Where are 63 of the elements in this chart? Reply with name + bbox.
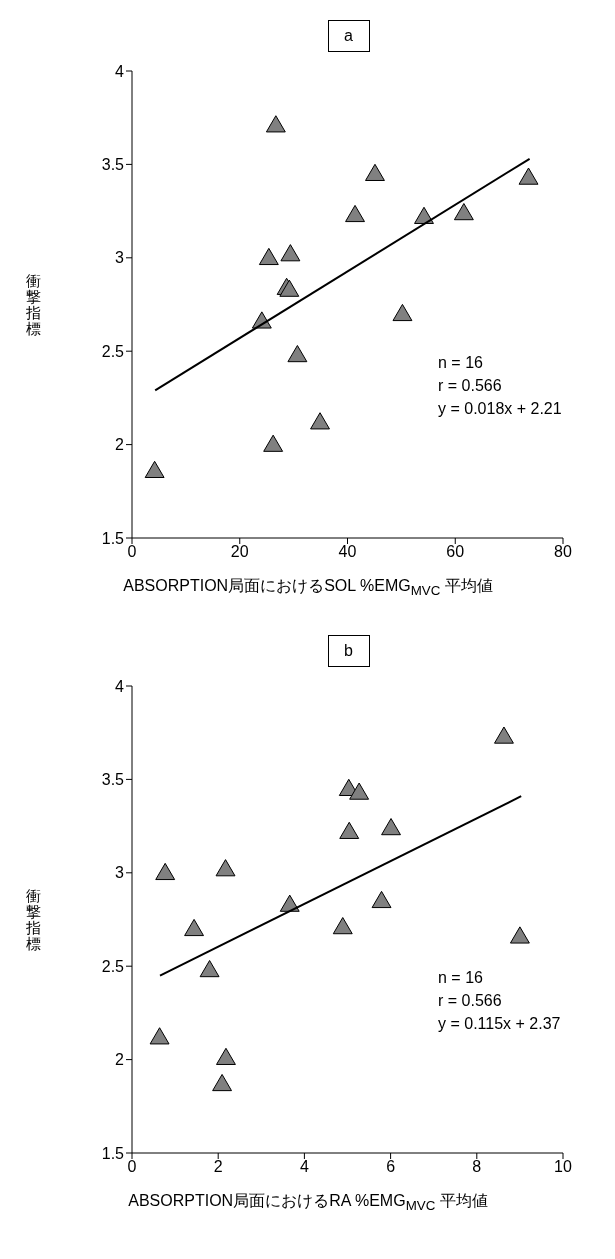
point	[345, 204, 365, 223]
point	[365, 163, 385, 181]
x-axis-title: ABSORPTION局面におけるSOL %EMG$_{MVC}$ 平均値	[122, 576, 494, 599]
x-tick-label: 20	[230, 543, 249, 561]
y-tick-label: 3	[115, 864, 125, 882]
annotation: r = 0.566	[438, 376, 503, 397]
x-tick-label: 0	[127, 1158, 137, 1176]
y-tick-label: 2.5	[101, 957, 125, 975]
x-tick-label: 4	[299, 1158, 309, 1176]
point	[509, 926, 530, 944]
x-tick-label: 0	[127, 543, 137, 561]
point	[414, 206, 434, 224]
x-tick-label: 40	[338, 543, 357, 561]
point	[144, 460, 165, 478]
y-tick-label: 3.5	[101, 771, 125, 789]
x-tick-label: 8	[472, 1158, 482, 1176]
chart-title: a	[327, 20, 370, 52]
point	[494, 726, 514, 744]
point	[184, 918, 205, 937]
point	[280, 244, 301, 262]
point	[339, 821, 360, 839]
y-tick-label: 2	[115, 1051, 125, 1069]
point	[453, 203, 474, 221]
point	[310, 412, 330, 430]
y-tick-label: 3	[115, 249, 125, 267]
point	[212, 1073, 233, 1092]
y-axis-title: 衝撃指標	[26, 886, 41, 952]
y-tick-label: 1.5	[101, 1144, 125, 1162]
y-tick-label: 3.5	[101, 156, 125, 174]
point	[149, 1027, 170, 1045]
point	[287, 344, 308, 363]
annotation: y = 0.115x + 2.37	[438, 1014, 561, 1035]
annotation: n = 16	[438, 968, 484, 989]
point	[392, 303, 413, 322]
x-tick-label: 2	[213, 1158, 223, 1176]
y-tick-label: 2	[115, 436, 125, 454]
chart-title: b	[327, 635, 370, 667]
point	[381, 818, 401, 836]
x-tick-label: 6	[386, 1158, 396, 1176]
y-tick-label: 4	[115, 62, 125, 80]
x-tick-label: 80	[554, 543, 572, 561]
annotation: n = 16	[438, 353, 484, 374]
point	[216, 1047, 236, 1065]
point	[263, 434, 284, 452]
y-tick-label: 1.5	[101, 529, 125, 547]
point	[332, 917, 353, 935]
point	[371, 890, 392, 909]
point	[265, 115, 286, 133]
point	[215, 859, 236, 877]
x-tick-label: 10	[554, 1158, 572, 1176]
x-tick-label: 60	[446, 543, 465, 561]
annotation: y = 0.018x + 2.21	[438, 399, 562, 420]
y-tick-label: 2.5	[101, 342, 125, 360]
point	[155, 862, 176, 881]
point	[349, 782, 370, 800]
y-axis-title: 衝撃指標	[26, 271, 41, 337]
point	[279, 894, 300, 912]
point	[199, 959, 220, 978]
annotation: r = 0.566	[438, 991, 503, 1012]
x-axis-title: ABSORPTION局面におけるRA %EMG$_{MVC}$ 平均値	[127, 1191, 489, 1214]
point	[518, 167, 539, 185]
point	[258, 247, 279, 266]
y-tick-label: 4	[115, 677, 125, 695]
